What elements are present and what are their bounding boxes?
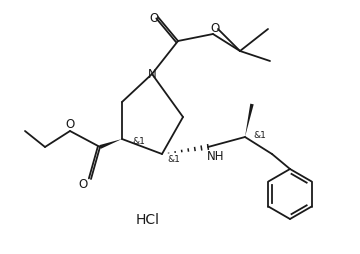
Text: O: O — [210, 21, 220, 34]
Polygon shape — [245, 104, 254, 137]
Text: O: O — [66, 117, 75, 130]
Text: &1: &1 — [167, 155, 180, 164]
Text: &1: &1 — [253, 130, 266, 139]
Text: &1: &1 — [132, 137, 145, 146]
Polygon shape — [99, 139, 122, 149]
Text: NH: NH — [207, 149, 225, 162]
Text: N: N — [148, 67, 156, 80]
Text: O: O — [78, 177, 87, 190]
Text: HCl: HCl — [136, 212, 160, 226]
Text: O: O — [149, 11, 159, 24]
